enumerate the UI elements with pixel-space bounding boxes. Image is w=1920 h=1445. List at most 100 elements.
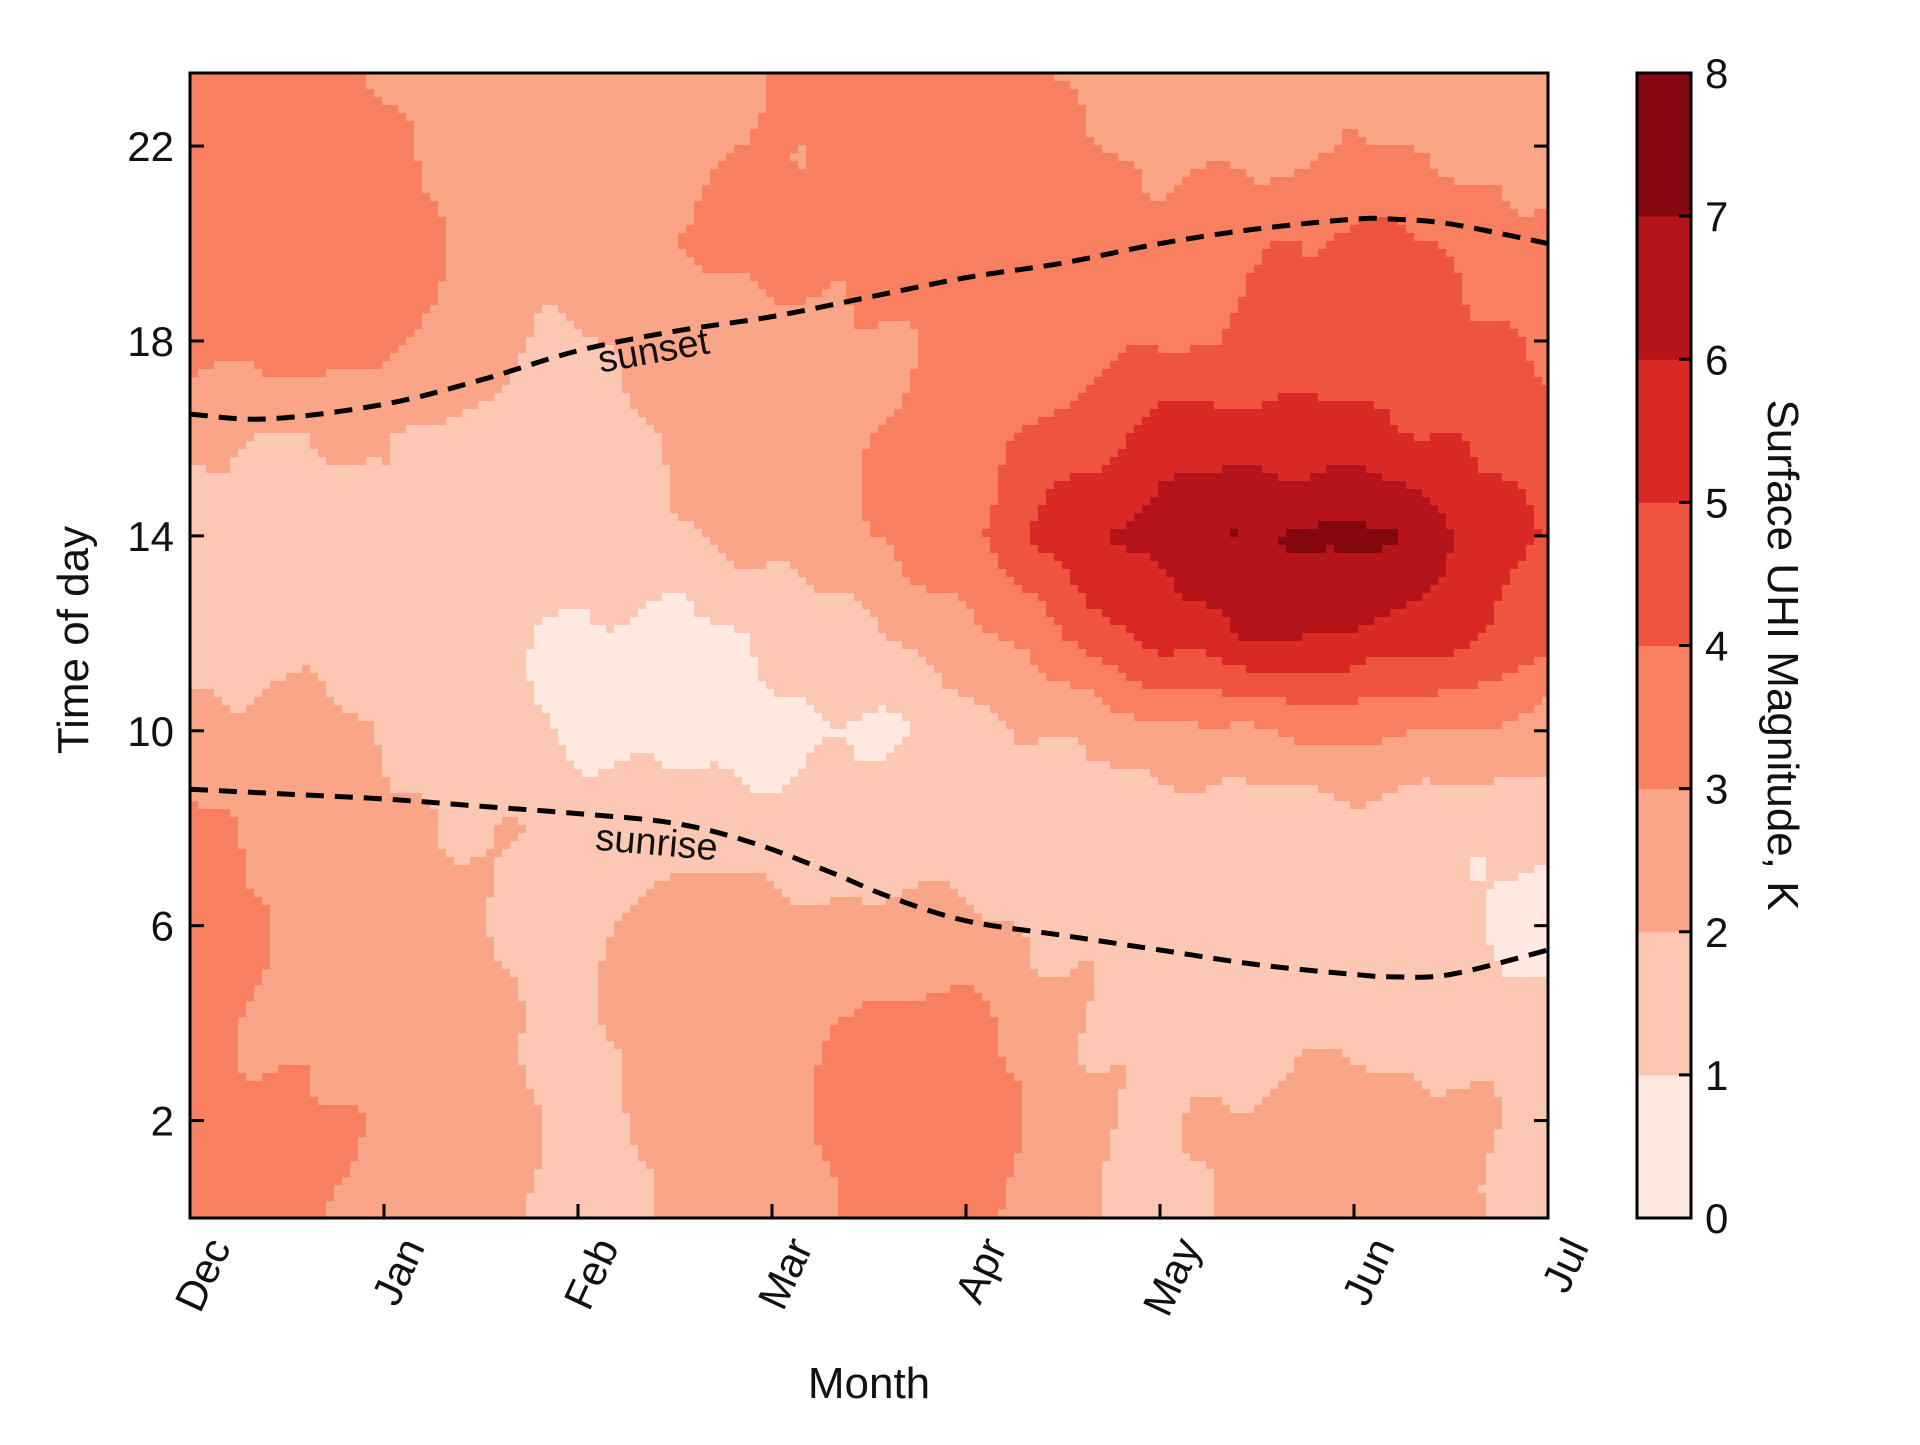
contour-cell: [190, 737, 375, 746]
contour-cell: [1110, 1153, 1191, 1162]
contour-cell: [1278, 473, 1311, 482]
contour-cell: [1086, 1001, 1549, 1010]
contour-cell: [1294, 169, 1439, 178]
contour-cell: [486, 849, 503, 858]
contour-cell: [598, 1001, 863, 1010]
contour-cell: [486, 913, 623, 922]
contour-cell: [1486, 905, 1549, 914]
contour-cell: [662, 449, 863, 458]
contour-cell: [1006, 441, 1127, 450]
contour-cell: [326, 1209, 527, 1218]
contour-cell: [1486, 1177, 1549, 1186]
contour-cell: [526, 1073, 623, 1082]
contour-cell: [1286, 697, 1359, 706]
contour-cell: [358, 1153, 543, 1162]
contour-cell: [990, 537, 1031, 546]
contour-cell: [1518, 713, 1549, 722]
contour-cell: [998, 497, 1047, 506]
contour-cell: [1390, 409, 1549, 418]
contour-cell: [518, 1057, 623, 1066]
contour-cell: [1206, 161, 1231, 170]
contour-cell: [1174, 649, 1207, 658]
contour-cell: [190, 1161, 351, 1170]
contour-cell: [998, 465, 1103, 474]
contour-cell: [1158, 481, 1407, 490]
contour-cell: [446, 233, 679, 242]
contour-cell: [1246, 281, 1463, 290]
contour-cell: [1158, 401, 1215, 410]
contour-cell: [190, 769, 383, 778]
contour-cell: [1454, 545, 1527, 554]
contour-cell: [1278, 1081, 1423, 1090]
contour-cell: [1534, 521, 1549, 530]
contour-cell: [254, 433, 311, 442]
contour-cell: [678, 241, 1271, 250]
contour-cell: [910, 321, 1231, 330]
contour-cell: [1270, 1089, 1431, 1098]
contour-cell: [190, 193, 431, 202]
contour-cell: [750, 649, 919, 658]
contour-cell: [526, 1193, 655, 1202]
contour-cell: [190, 1057, 239, 1066]
contour-cell: [190, 217, 447, 226]
contour-cell: [1390, 609, 1495, 618]
contour-cell: [254, 697, 335, 706]
contour-cell: [766, 97, 1079, 106]
contour-cell: [406, 425, 655, 434]
contour-cell: [1486, 1193, 1549, 1202]
contour-cell: [310, 441, 391, 450]
contour-cell: [1038, 417, 1143, 426]
contour-cell: [454, 857, 471, 866]
contour-cell: [390, 433, 663, 442]
contour-cell: [1118, 353, 1527, 362]
contour-cell: [654, 1201, 839, 1210]
contour-cell: [1022, 1129, 1111, 1138]
contour-cell: [1118, 153, 1319, 162]
contour-cell: [1302, 241, 1327, 250]
contour-cell: [190, 89, 375, 98]
contour-cell: [190, 609, 559, 618]
contour-cell: [190, 617, 543, 626]
contour-cell: [222, 697, 255, 706]
contour-cell: [190, 665, 303, 674]
contour-cell: [1158, 561, 1447, 570]
contour-cell: [598, 1017, 839, 1026]
contour-cell: [1286, 529, 1399, 538]
contour-cell: [830, 1033, 999, 1042]
contour-cell: [382, 97, 767, 106]
contour-cell: [1030, 537, 1111, 546]
contour-cell: [1214, 1169, 1487, 1178]
colorbar-segment: [1637, 359, 1691, 503]
contour-cell: [422, 793, 1335, 802]
contour-cell: [478, 401, 631, 410]
contour-cell: [190, 969, 263, 978]
contour-cell: [1086, 385, 1549, 394]
contour-cell: [606, 937, 1031, 946]
contour-cell: [1470, 857, 1487, 866]
contour-cell: [1030, 649, 1087, 658]
contour-cell: [1246, 273, 1463, 282]
contour-cell: [246, 441, 311, 450]
contour-cell: [1254, 177, 1271, 186]
contour-cell: [830, 1169, 1015, 1178]
contour-cell: [1086, 1009, 1549, 1018]
contour-cell: [1222, 609, 1391, 618]
contour-cell: [1454, 529, 1543, 538]
contour-cell: [1294, 1065, 1367, 1074]
contour-cell: [1238, 297, 1463, 306]
contour-cell: [246, 865, 495, 874]
contour-cell: [374, 737, 559, 746]
contour-cell: [1094, 377, 1543, 386]
contour-cell: [926, 585, 1023, 594]
contour-cell: [190, 97, 383, 106]
contour-cell: [1078, 1033, 1549, 1042]
contour-cell: [1150, 193, 1167, 202]
contour-cell: [1246, 665, 1351, 674]
contour-cell: [270, 681, 327, 690]
contour-cell: [190, 577, 807, 586]
contour-cell: [862, 897, 887, 906]
contour-cell: [1006, 457, 1111, 466]
contour-cell: [270, 961, 503, 970]
colorbar-tick-label: 8: [1705, 50, 1728, 97]
contour-cell: [790, 897, 831, 906]
